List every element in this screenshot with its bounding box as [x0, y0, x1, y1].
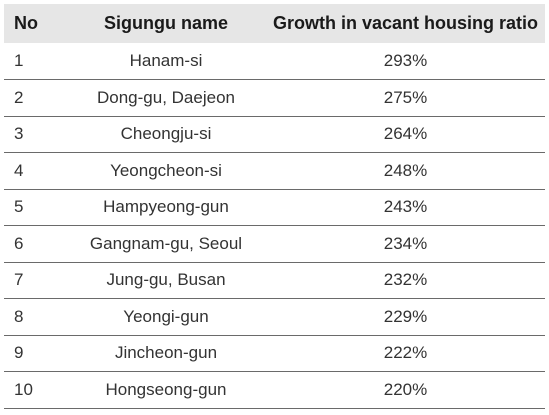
table-row: 5 Hampyeong-gun 243% [4, 189, 545, 226]
table-body: 1 Hanam-si 293% 2 Dong-gu, Daejeon 275% … [4, 43, 545, 408]
table-row: 9 Jincheon-gun 222% [4, 335, 545, 372]
cell-no: 4 [14, 160, 24, 180]
table-row: 4 Yeongcheon-si 248% [4, 153, 545, 189]
header-row: No Sigungu name Growth in vacant housing… [4, 4, 545, 43]
table-row: 8 Yeongi-gun 229% [4, 299, 545, 335]
cell-sigungu-name: Jincheon-gun [114, 343, 218, 363]
cell-sigungu-name: Hanam-si [129, 51, 203, 70]
vacant-housing-table-container: No Sigungu name Growth in vacant housing… [4, 4, 545, 409]
cell-no: 6 [14, 233, 24, 253]
cell-no: 1 [14, 51, 24, 70]
cell-no: 10 [14, 379, 33, 399]
header-growth: Growth in vacant housing ratio [272, 13, 539, 33]
cell-no: 2 [14, 87, 24, 107]
header-no: No [14, 13, 38, 33]
vacant-housing-table: No Sigungu name Growth in vacant housing… [4, 4, 545, 409]
cell-sigungu-name: Yeongcheon-si [110, 160, 222, 180]
cell-sigungu-name: Hampyeong-gun [103, 197, 229, 217]
cell-growth: 243% [383, 197, 428, 217]
cell-growth: 222% [383, 343, 428, 363]
cell-sigungu-name: Gangnam-gu, Seoul [89, 233, 243, 253]
cell-no: 8 [14, 306, 24, 326]
cell-growth: 234% [383, 233, 428, 253]
cell-no: 9 [14, 343, 24, 363]
table-row: 2 Dong-gu, Daejeon 275% [4, 80, 545, 116]
cell-sigungu-name: Cheongju-si [120, 124, 212, 144]
cell-growth: 264% [383, 124, 428, 144]
cell-no: 5 [14, 197, 24, 217]
table-row: 7 Jung-gu, Busan 232% [4, 262, 545, 299]
cell-growth: 229% [383, 306, 428, 326]
cell-growth: 220% [383, 379, 428, 399]
cell-sigungu-name: Dong-gu, Daejeon [97, 87, 235, 107]
cell-sigungu-name: Yeongi-gun [123, 306, 209, 326]
table-header: No Sigungu name Growth in vacant housing… [4, 4, 545, 43]
cell-no: 3 [14, 124, 24, 144]
cell-growth: 275% [383, 87, 428, 107]
cell-growth: 293% [383, 51, 428, 70]
header-sigungu-name: Sigungu name [103, 13, 228, 33]
cell-growth: 248% [383, 160, 428, 180]
table-row: 3 Cheongju-si 264% [4, 116, 545, 153]
table-row: 6 Gangnam-gu, Seoul 234% [4, 226, 545, 262]
cell-growth: 232% [383, 270, 428, 290]
cell-sigungu-name: Jung-gu, Busan [106, 270, 226, 290]
table-row: 1 Hanam-si 293% [4, 43, 545, 80]
cell-no: 7 [14, 270, 24, 290]
cell-sigungu-name: Hongseong-gun [105, 379, 227, 399]
table-row: 10 Hongseong-gun 220% [4, 372, 545, 408]
